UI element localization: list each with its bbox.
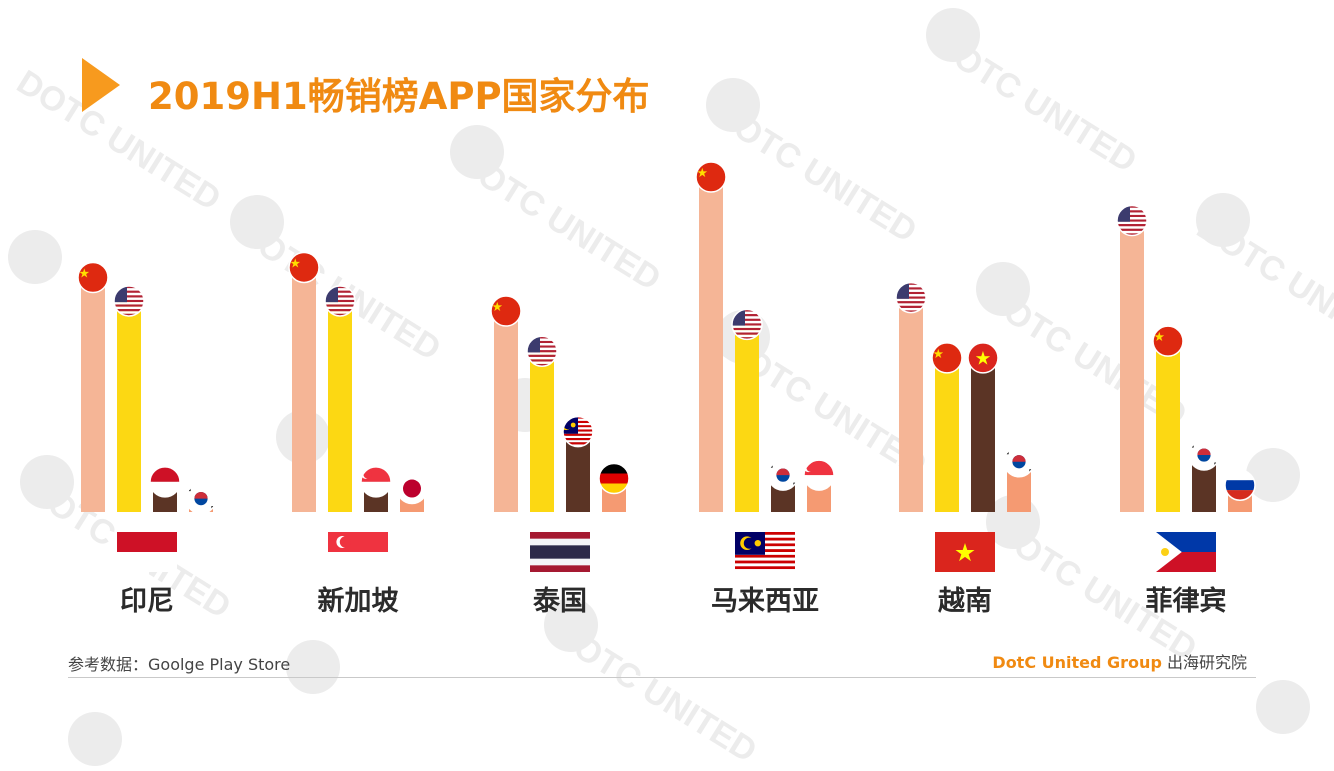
bar-group: ★ ★ [895,281,1035,512]
bars-layer: ★★★★★ ★★ [77,161,1256,515]
singapore-flag-marker [803,459,835,491]
market-labels: 印尼 新加坡 泰国 马来西亚 ★ 越南 菲律宾 [117,532,1227,617]
market-label: 新加坡 [318,585,399,617]
usa-flag-marker [895,281,927,314]
china-flag-marker: ★ [931,342,963,374]
usa-flag-marker [731,308,763,341]
brand: DotC United Group 出海研究院 [992,649,1247,673]
indonesia-market-flag [117,532,177,572]
china-flag-marker: ★ [288,251,320,284]
malaysia-flag-marker [562,415,594,448]
source-note: 参考数据：Goolge Play Store [68,655,291,674]
korea-flag-marker [185,482,217,515]
svg-text:★: ★ [933,346,944,361]
vietnam-market-flag: ★ [935,532,995,572]
market-label: 印尼 [120,586,174,617]
singapore-market-flag [328,532,388,572]
title-play-icon [82,58,120,112]
germany-flag-marker [598,462,630,495]
bar-group: ★ [695,161,835,512]
bar [1156,341,1180,512]
bar [899,297,923,512]
svg-text:★: ★ [492,299,503,314]
bar [494,311,518,512]
indonesia-flag-marker [149,466,181,498]
china-flag-marker: ★ [695,161,727,193]
svg-text:★: ★ [975,349,992,370]
bar [530,351,554,512]
svg-text:★: ★ [290,255,301,270]
bar [292,267,316,512]
bar [81,277,105,512]
singapore-flag-marker [360,466,392,498]
page-title: 2019H1畅销榜APP国家分布 [148,75,650,118]
bar [971,357,995,512]
malaysia-market-flag [735,532,795,572]
svg-text:★: ★ [79,266,90,281]
bar [935,357,959,512]
usa-flag-marker [324,285,356,317]
vietnam-flag-marker: ★ [967,342,999,374]
bar [1120,220,1144,513]
usa-flag-marker [526,335,558,367]
svg-text:★: ★ [954,538,976,567]
footer-divider [68,677,1256,678]
brand-suffix: 出海研究院 [1166,653,1247,672]
bar-group: ★ [77,261,217,515]
chart: ★★★★★ ★★ 印尼 新加坡 泰国 马来西亚★越南 菲律宾 [77,161,1256,617]
japan-flag-marker [396,472,428,505]
china-flag-marker: ★ [77,261,109,294]
korea-flag-marker [767,459,799,491]
bar-group: ★ [288,251,428,512]
thailand-market-flag [530,532,590,572]
market-label: 泰国 [533,586,587,617]
bar-group: ★ [1116,204,1256,513]
china-flag-marker: ★ [490,295,522,327]
market-label: 马来西亚 [711,586,819,617]
bar [735,324,759,512]
korea-flag-marker [1188,439,1220,471]
brand-name: DotC United Group [992,653,1162,672]
philippines-market-flag [1156,532,1216,572]
bar [117,300,141,512]
china-flag-marker: ★ [1152,325,1184,357]
svg-text:★: ★ [697,165,708,180]
svg-text:★: ★ [1154,329,1165,344]
market-label: 越南 [938,586,992,617]
russia-flag-marker [1224,469,1256,501]
bar-group: ★ [490,295,630,512]
bar [328,300,352,512]
usa-flag-marker [113,285,145,317]
market-label: 菲律宾 [1146,585,1227,617]
bar [699,177,723,512]
usa-flag-marker [1116,204,1148,237]
korea-flag-marker [1003,446,1035,478]
